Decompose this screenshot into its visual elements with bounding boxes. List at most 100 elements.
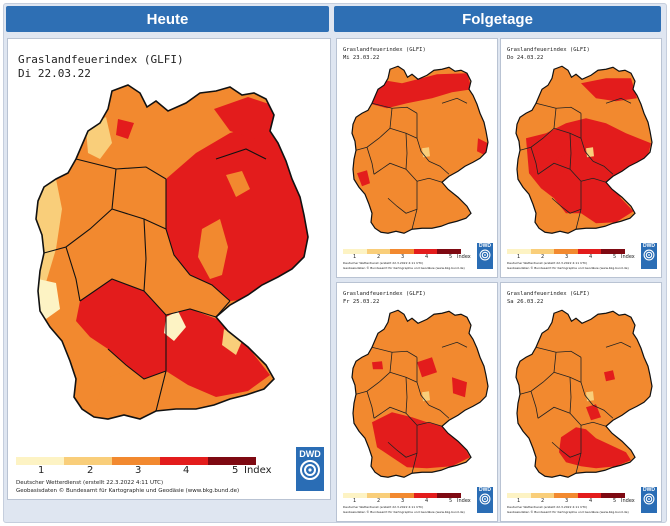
map-panel-day-4: Graslandfeuerindex (GLFI) Fr 25.03.22 1 2 3 4… [336,282,498,522]
map-title: Graslandfeuerindex (GLFI) [343,291,426,297]
legend-unit: Index [457,498,471,504]
legend-number-5: 5 [449,498,453,504]
germany-map [515,65,653,234]
map-date: Di 22.03.22 [18,67,91,80]
credit-line-1: Deutscher Wetterdienst (erstellt 22.3.20… [343,261,424,265]
legend-number-4: 4 [183,465,190,476]
legend-bar [507,249,625,254]
legend-number-5: 5 [613,498,617,504]
legend-bar [343,249,461,254]
credit-line-2: Geobasisdaten © Bundesamt für Kartograph… [507,266,629,270]
legend-number-2: 2 [377,498,381,504]
header-next-days: Folgetage [334,6,661,32]
map-date: Fr 25.03.22 [343,299,380,305]
map-panel-today: Graslandfeuerindex (GLFI) Di 22.03.22 [7,38,331,500]
germany-map [515,309,653,478]
legend-swatch-3 [554,249,578,254]
legend-number-2: 2 [541,254,545,260]
legend-number-4: 4 [425,498,429,504]
legend-number-4: 4 [425,254,429,260]
credit-line-1: Deutscher Wetterdienst (erstellt 22.3.20… [507,261,588,265]
legend-swatch-5 [601,249,625,254]
legend-swatch-5 [601,493,625,498]
credit-line-2: Geobasisdaten © Bundesamt für Kartograph… [343,266,465,270]
map-date: Do 24.03.22 [507,55,544,61]
legend-number-1: 1 [517,254,521,260]
legend-number-4: 4 [589,254,593,260]
credit-line-2: Geobasisdaten © Bundesamt für Kartograph… [16,488,240,494]
legend-swatch-4 [413,249,438,254]
legend-swatch-2 [64,457,112,465]
legend-swatch-1 [507,249,531,254]
legend-number-1: 1 [353,498,357,504]
dwd-swirl-icon [479,493,491,505]
header-today: Heute [6,6,329,32]
legend-swatch-2 [530,493,555,498]
legend-swatch-3 [390,249,414,254]
dwd-logo: DWD [477,487,493,513]
credit-line-1: Deutscher Wetterdienst (erstellt 22.3.20… [343,505,424,509]
legend-swatch-4 [160,457,208,465]
dwd-logo: DWD [296,447,324,491]
map-panel-day-3: Graslandfeuerindex (GLFI) Do 24.03.22 1 2 3 4… [500,38,662,278]
legend-swatch-5 [208,457,256,465]
legend-number-3: 3 [135,465,142,476]
credit-line-1: Deutscher Wetterdienst (erstellt 22.3.20… [507,505,588,509]
legend-swatch-2 [530,249,555,254]
legend-swatch-2 [366,493,391,498]
legend-number-3: 3 [401,498,405,504]
legend-number-2: 2 [377,254,381,260]
dwd-logo: DWD [641,487,657,513]
map-title: Graslandfeuerindex (GLFI) [507,291,590,297]
legend-swatch-5 [437,249,461,254]
map-title: Graslandfeuerindex (GLFI) [343,47,426,53]
dwd-logo: DWD [641,243,657,269]
germany-map [351,309,489,478]
legend-swatch-1 [16,457,64,465]
map-date: Mi 23.03.22 [343,55,380,61]
legend-number-1: 1 [517,498,521,504]
dwd-logo: DWD [477,243,493,269]
dwd-swirl-icon [643,493,655,505]
legend-swatch-4 [413,493,438,498]
map-panel-day-2: Graslandfeuerindex (GLFI) Mi 23.03.22 1 2 3 4… [336,38,498,278]
map-panel-day-5: Graslandfeuerindex (GLFI) Sa 26.03.22 1 2 3 4… [500,282,662,522]
legend-number-4: 4 [589,498,593,504]
credit-line-2: Geobasisdaten © Bundesamt für Kartograph… [343,510,465,514]
legend-unit: Index [621,498,635,504]
legend-number-5: 5 [613,254,617,260]
legend-number-1: 1 [38,465,45,476]
map-date: Sa 26.03.22 [507,299,544,305]
legend-swatch-3 [112,457,160,465]
legend-unit: Index [244,465,272,476]
legend-swatch-1 [343,249,367,254]
credit-line-1: Deutscher Wetterdienst (erstellt 22.3.20… [16,480,164,486]
map-title: Graslandfeuerindex (GLFI) [507,47,590,53]
legend-bar [343,493,461,498]
legend-swatch-5 [437,493,461,498]
legend-number-2: 2 [87,465,94,476]
dwd-swirl-icon [643,249,655,261]
legend-swatch-1 [343,493,367,498]
dwd-swirl-icon [300,460,320,480]
legend-bar [507,493,625,498]
legend-bar [16,457,256,465]
map-title: Graslandfeuerindex (GLFI) [18,53,184,66]
legend-swatch-2 [366,249,391,254]
germany-map [351,65,489,234]
legend-number-3: 3 [401,254,405,260]
germany-map [35,84,309,420]
legend-number-2: 2 [541,498,545,504]
dwd-swirl-icon [479,249,491,261]
legend-swatch-3 [554,493,578,498]
legend-swatch-4 [577,493,602,498]
legend-swatch-4 [577,249,602,254]
legend-number-3: 3 [565,254,569,260]
legend-number-3: 3 [565,498,569,504]
legend-number-1: 1 [353,254,357,260]
legend-unit: Index [621,254,635,260]
credit-line-2: Geobasisdaten © Bundesamt für Kartograph… [507,510,629,514]
legend-number-5: 5 [449,254,453,260]
legend-number-5: 5 [232,465,239,476]
legend-swatch-3 [390,493,414,498]
